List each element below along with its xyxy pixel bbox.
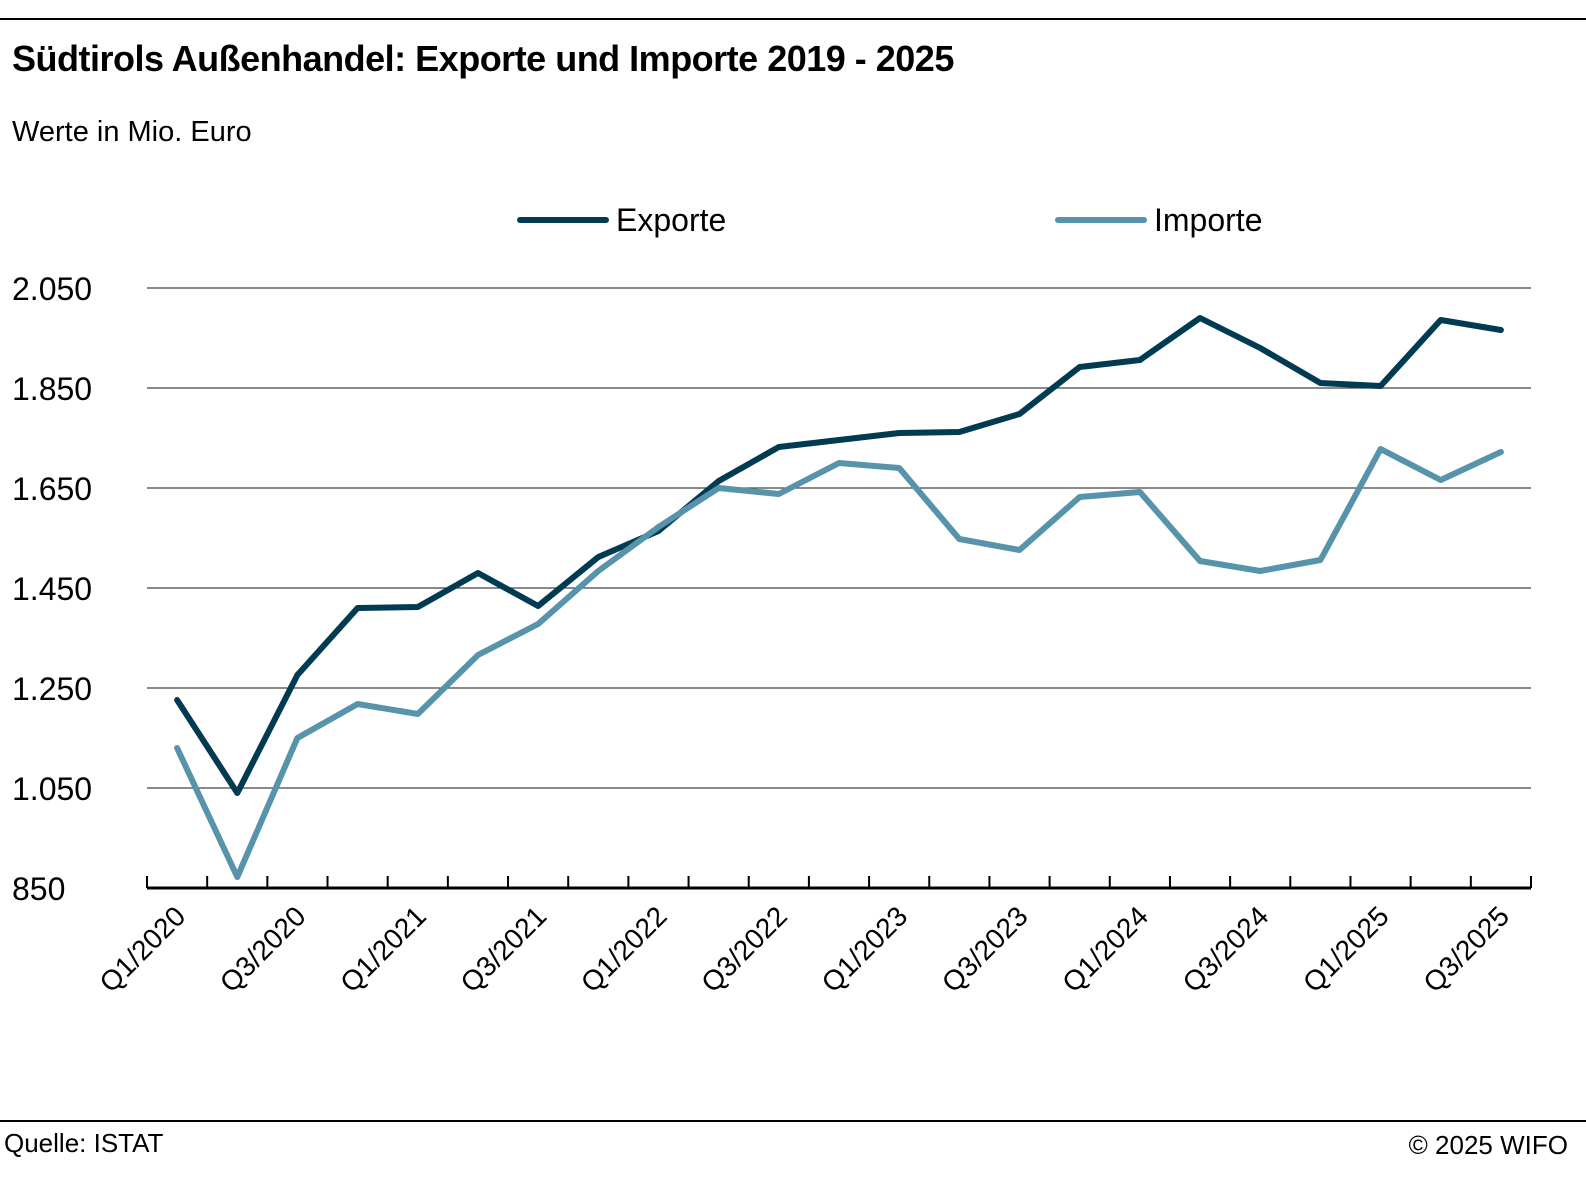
y-tick-label: 1.850 (12, 371, 92, 407)
copyright-note: © 2025 WIFO (1408, 1130, 1568, 1160)
source-note: Quelle: ISTAT (4, 1128, 164, 1158)
x-tick-label: Q1/2020 (93, 900, 191, 998)
bottom-rule (0, 1120, 1586, 1122)
y-tick-label: 1.450 (12, 571, 92, 607)
y-tick-label: 850 (12, 871, 65, 907)
y-tick-label: 1.650 (12, 471, 92, 507)
chart-subtitle: Werte in Mio. Euro (12, 116, 252, 148)
legend-label-importe: Importe (1154, 202, 1262, 238)
x-tick-label: Q1/2024 (1056, 900, 1154, 998)
x-tick-label: Q1/2025 (1297, 900, 1395, 998)
x-tick-label: Q1/2022 (575, 900, 673, 998)
top-rule (0, 18, 1586, 20)
x-tick-label: Q3/2022 (695, 900, 793, 998)
chart-title: Südtirols Außenhandel: Exporte und Impor… (12, 38, 954, 79)
y-tick-label: 1.250 (12, 671, 92, 707)
series-line-exporte (174, 315, 1504, 796)
legend-label-exporte: Exporte (616, 202, 726, 238)
x-tick-label: Q3/2024 (1177, 900, 1275, 998)
x-tick-label: Q1/2021 (334, 900, 432, 998)
x-tick-label: Q3/2021 (454, 900, 552, 998)
legend: Exporte Importe (517, 202, 1262, 238)
x-tick-label: Q1/2023 (816, 900, 914, 998)
x-tick-label: Q3/2025 (1417, 900, 1515, 998)
x-tick-label: Q3/2023 (936, 900, 1034, 998)
series-line-importe (174, 446, 1504, 880)
x-tick-label: Q3/2020 (214, 900, 312, 998)
y-tick-label: 1.050 (12, 771, 92, 807)
y-tick-label: 2.050 (12, 271, 92, 307)
